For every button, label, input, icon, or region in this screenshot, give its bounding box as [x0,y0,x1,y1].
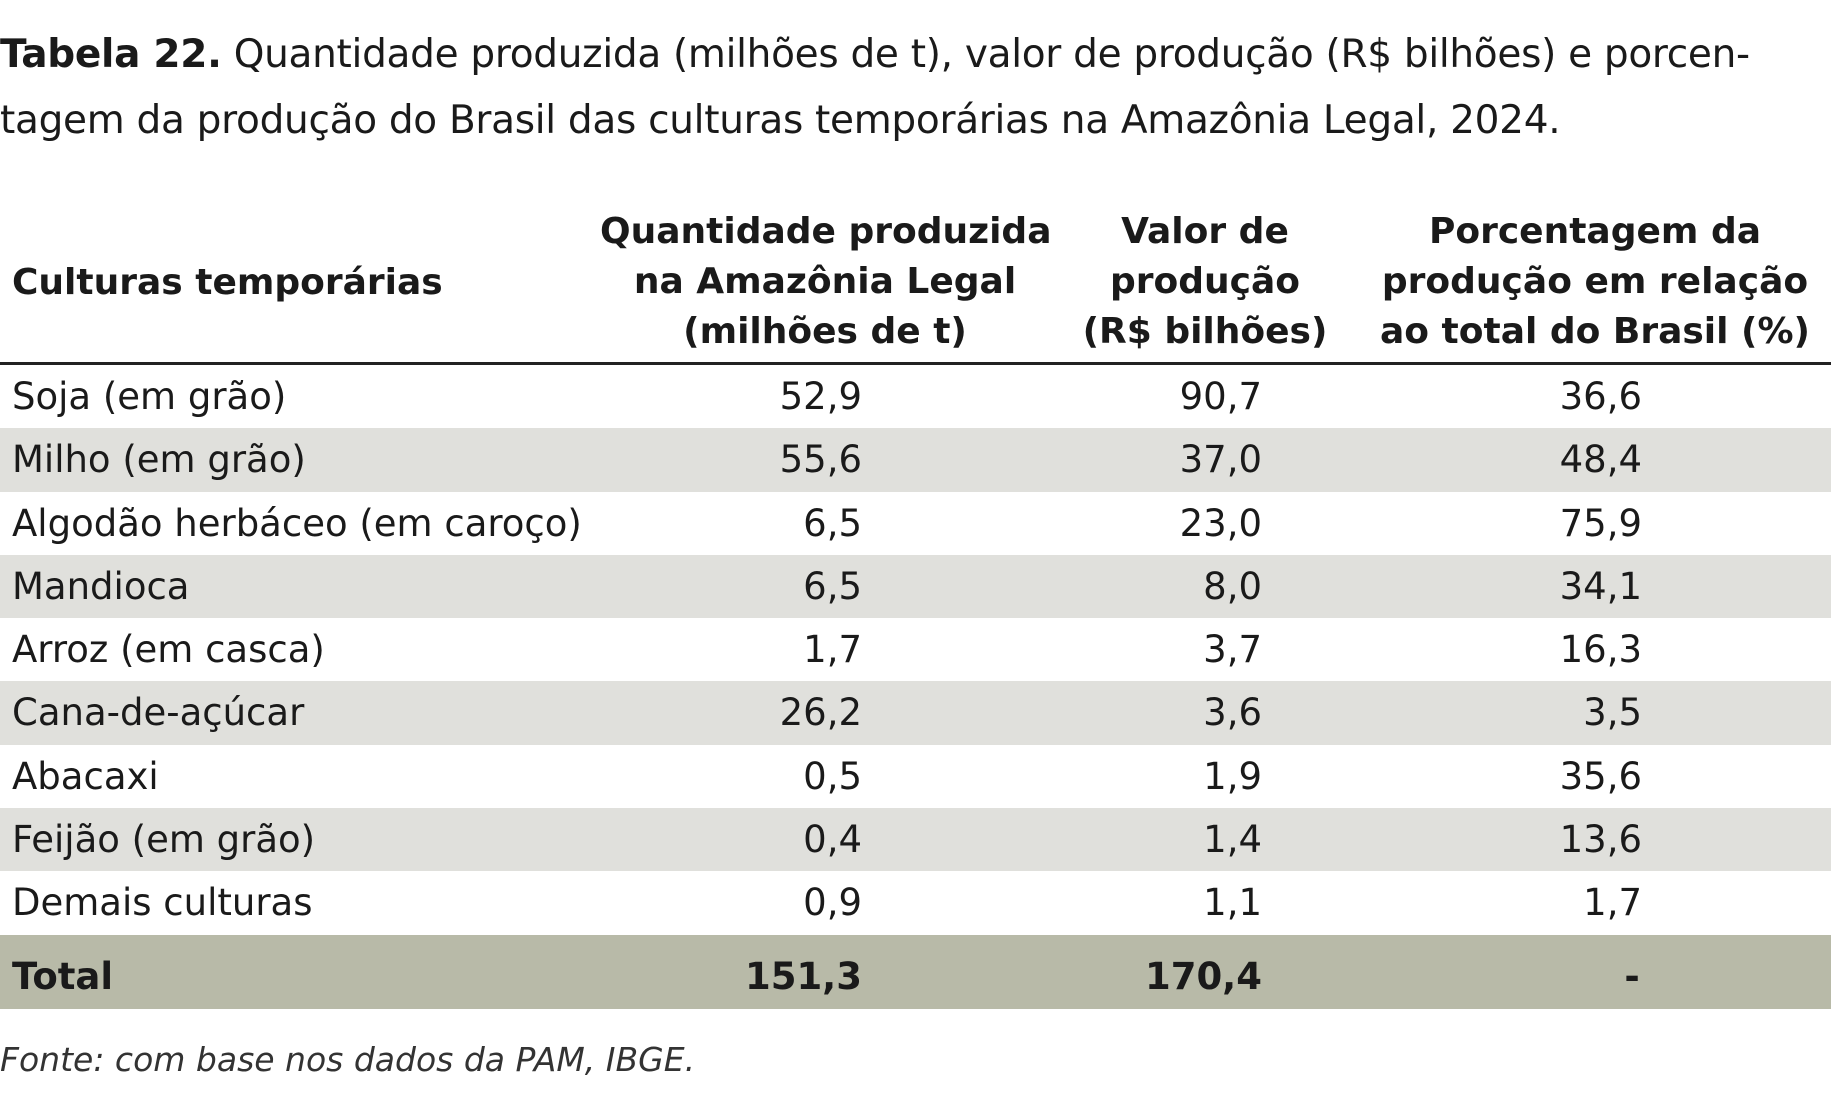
cell-quantity: 1,7 [803,628,862,672]
table-caption: Tabela 22. Quantidade produzida (milhões… [0,22,1831,154]
cell-quantity: 26,2 [779,691,862,735]
cell-crop: Soja (em grão) [12,375,287,418]
caption-line-2: tagem da produção do Brasil das culturas… [0,98,1561,143]
table-row: Feijão (em grão) 0,4 1,4 13,6 [0,808,1831,872]
cell-value: 90,7 [1179,375,1262,418]
header-percentage-line: Porcentagem da [1428,211,1762,252]
total-percentage: - [1624,954,1640,998]
caption-lead: Tabela 22. [0,32,222,77]
table-row: Abacaxi 0,5 1,9 35,6 [0,745,1831,808]
cell-crop: Cana-de-açúcar [12,691,305,735]
cell-crop: Feijão (em grão) [12,818,316,862]
cell-value: 23,0 [1179,501,1262,545]
cell-value: 3,7 [1203,628,1262,672]
header-quantity: Quantidade produzida na Amazônia Legal (… [600,207,1052,357]
header-crops: Culturas temporárias [12,262,443,303]
total-value: 170,4 [1144,954,1262,998]
cell-value: 1,1 [1203,881,1262,925]
table-header: Culturas temporárias Quantidade produzid… [0,205,1831,365]
cell-quantity: 6,5 [803,501,862,545]
total-label: Total [12,954,114,998]
cell-quantity: 6,5 [803,564,862,608]
header-quantity-line: na Amazônia Legal [633,261,1017,302]
cell-percentage: 16,3 [1559,628,1642,672]
total-row: Total 151,3 170,4 - [0,934,1831,1009]
cell-percentage: 13,6 [1559,818,1642,862]
cell-percentage: 1,7 [1583,881,1642,925]
table-row: Algodão herbáceo (em caroço) 6,5 23,0 75… [0,492,1831,555]
header-quantity-line: (milhões de t) [683,311,967,352]
data-table: Culturas temporárias Quantidade produzid… [0,205,1831,1009]
source-note: Fonte: com base nos dados da PAM, IBGE. [0,1040,696,1079]
cell-quantity: 0,4 [803,818,862,862]
header-value-line: Valor de [1121,211,1289,252]
header-value-line: produção [1109,261,1301,302]
cell-value: 1,4 [1203,818,1262,862]
cell-crop: Mandioca [12,564,190,608]
cell-percentage: 48,4 [1559,438,1642,482]
cell-quantity: 55,6 [779,438,862,482]
caption-text-1: Quantidade produzida (milhões de t), val… [221,32,1750,77]
table-row: Soja (em grão) 52,9 90,7 36,6 [0,365,1831,428]
cell-value: 3,6 [1203,691,1262,735]
header-percentage: Porcentagem da produção em relação ao to… [1365,207,1825,357]
cell-crop: Demais culturas [12,881,313,925]
cell-quantity: 0,9 [803,881,862,925]
header-percentage-line: produção em relação [1381,261,1809,302]
header-value: Valor de produção (R$ bilhões) [1070,207,1340,357]
cell-crop: Milho (em grão) [12,438,306,482]
header-percentage-line: ao total do Brasil (%) [1379,311,1810,352]
table-row: Mandioca 6,5 8,0 34,1 [0,554,1831,619]
cell-percentage: 3,5 [1583,691,1642,735]
cell-value: 8,0 [1203,564,1262,608]
cell-percentage: 75,9 [1559,501,1642,545]
table-row: Milho (em grão) 55,6 37,0 48,4 [0,428,1831,492]
cell-value: 37,0 [1179,438,1262,482]
cell-percentage: 36,6 [1559,375,1642,418]
total-quantity: 151,3 [744,954,862,998]
cell-crop: Abacaxi [12,754,159,798]
header-value-line: (R$ bilhões) [1082,311,1328,352]
cell-crop: Algodão herbáceo (em caroço) [12,501,582,545]
caption-line-1: Tabela 22. Quantidade produzida (milhões… [0,22,1831,88]
cell-quantity: 0,5 [803,754,862,798]
table-row: Cana-de-açúcar 26,2 3,6 3,5 [0,681,1831,745]
cell-percentage: 34,1 [1559,564,1642,608]
cell-percentage: 35,6 [1559,754,1642,798]
table-row: Demais culturas 0,9 1,1 1,7 [0,871,1831,934]
header-quantity-line: Quantidade produzida [600,211,1052,252]
cell-crop: Arroz (em casca) [12,628,325,672]
cell-quantity: 52,9 [779,375,862,418]
cell-value: 1,9 [1203,754,1262,798]
table-row: Arroz (em casca) 1,7 3,7 16,3 [0,618,1831,681]
